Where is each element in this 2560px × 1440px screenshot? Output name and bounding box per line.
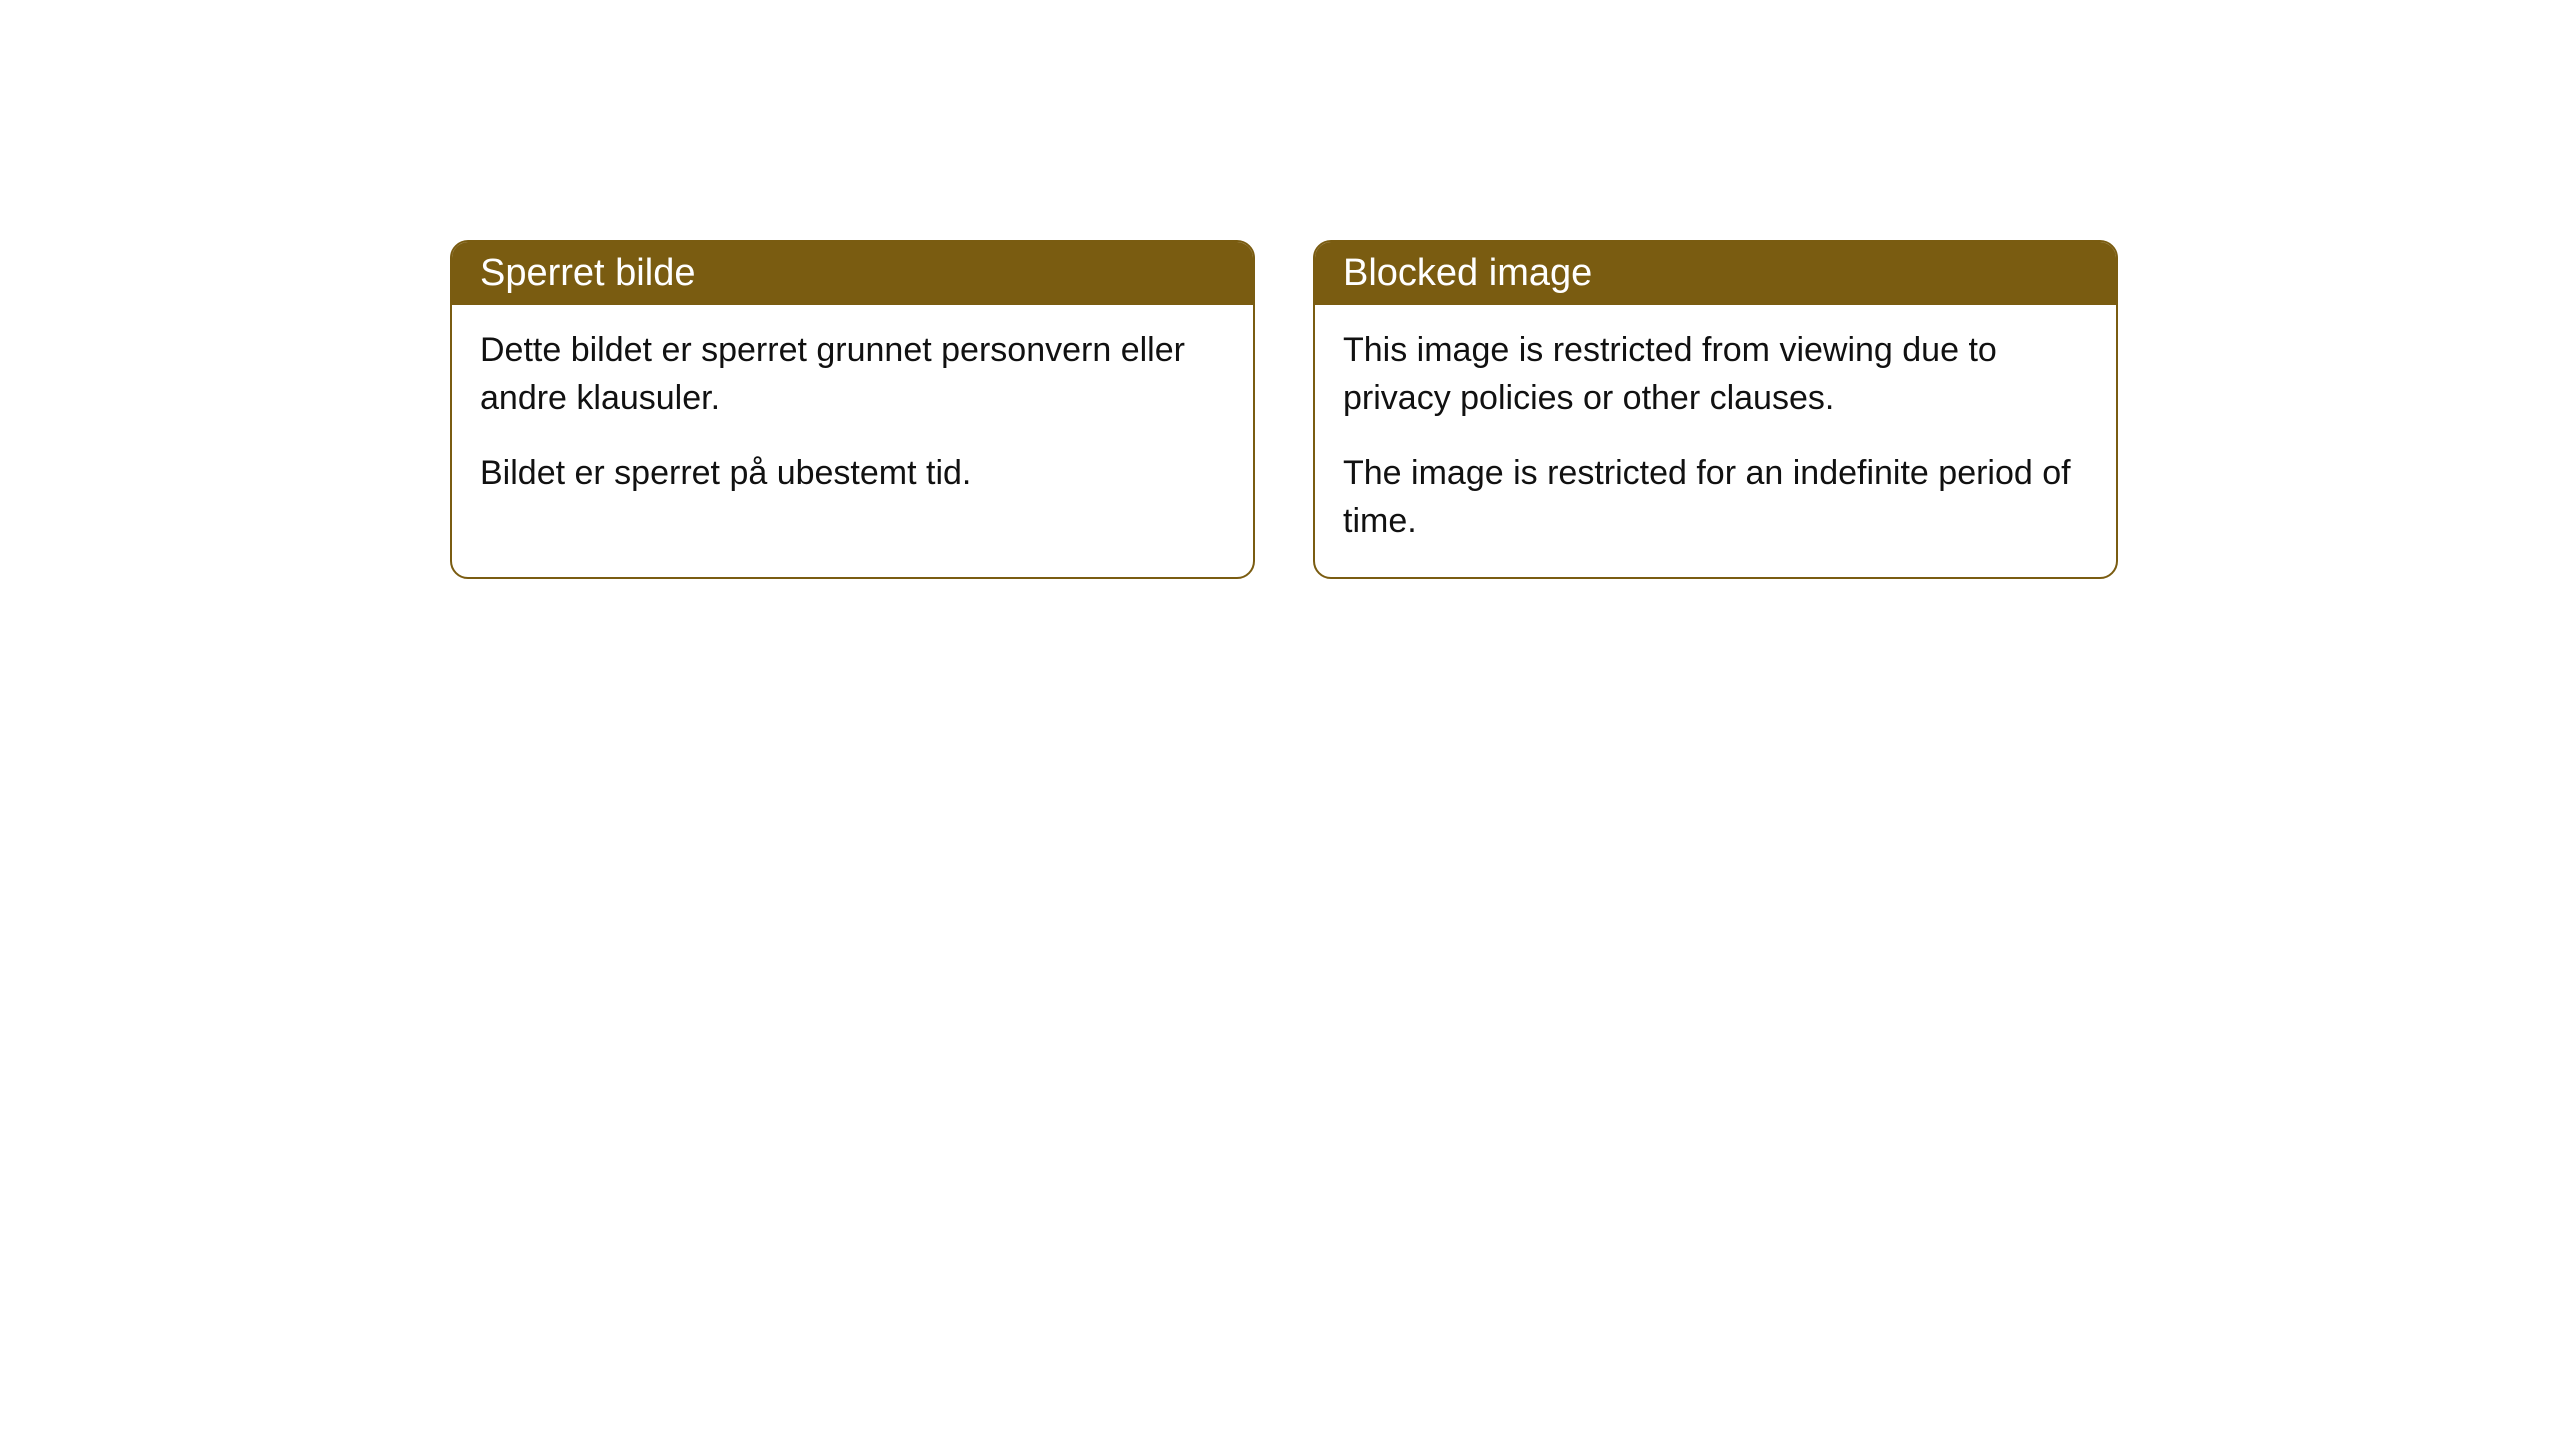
card-paragraph-2: Bildet er sperret på ubestemt tid. xyxy=(480,450,1225,498)
notice-card-norwegian: Sperret bilde Dette bildet er sperret gr… xyxy=(450,240,1255,579)
card-title: Blocked image xyxy=(1343,252,1592,294)
notice-cards-container: Sperret bilde Dette bildet er sperret gr… xyxy=(450,240,2118,579)
notice-card-english: Blocked image This image is restricted f… xyxy=(1313,240,2118,579)
card-header: Sperret bilde xyxy=(452,242,1253,305)
card-body: Dette bildet er sperret grunnet personve… xyxy=(452,305,1253,530)
card-title: Sperret bilde xyxy=(480,252,695,294)
card-paragraph-2: The image is restricted for an indefinit… xyxy=(1343,450,2088,545)
card-paragraph-1: Dette bildet er sperret grunnet personve… xyxy=(480,327,1225,422)
card-body: This image is restricted from viewing du… xyxy=(1315,305,2116,577)
card-header: Blocked image xyxy=(1315,242,2116,305)
card-paragraph-1: This image is restricted from viewing du… xyxy=(1343,327,2088,422)
